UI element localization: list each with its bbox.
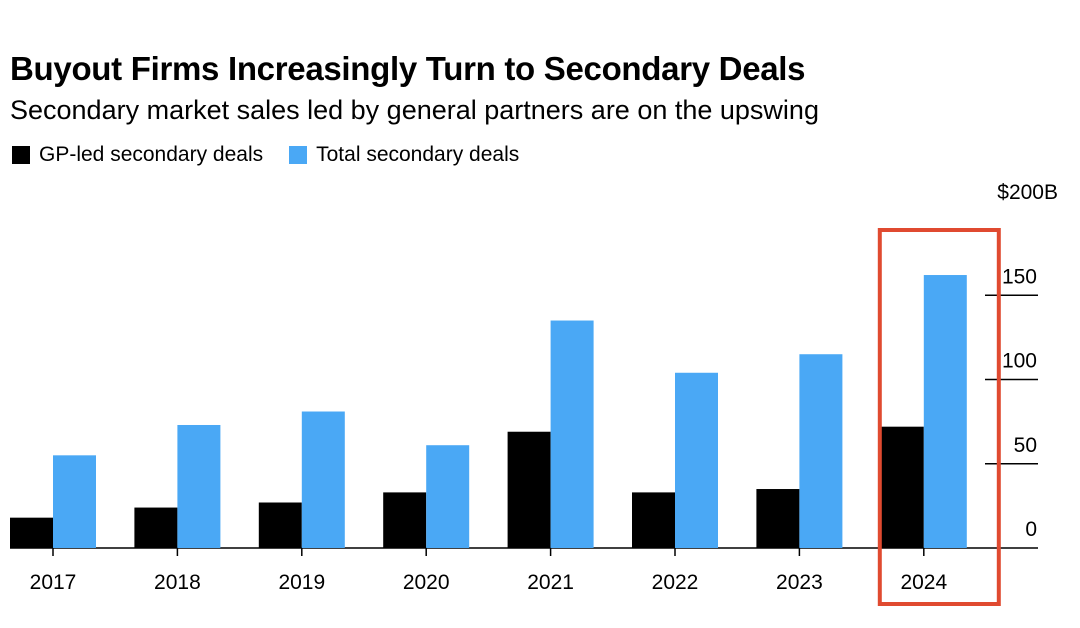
x-tick-label-2022: 2022 (652, 571, 699, 594)
bar-total-2021 (550, 320, 594, 548)
x-tick-label-2019: 2019 (278, 571, 325, 594)
x-tick-label-2021: 2021 (527, 571, 574, 594)
y-tick-label-50: 50 (1014, 434, 1037, 457)
bar-gp-led-2024 (880, 426, 924, 548)
bar-gp-led-2017 (10, 517, 53, 548)
bar-total-2020 (426, 445, 470, 548)
x-tick-label-2017: 2017 (30, 571, 77, 594)
bar-total-2019 (301, 411, 345, 548)
bar-gp-led-2022 (632, 492, 675, 548)
x-tick-label-2018: 2018 (154, 571, 201, 594)
highlight-box-2024 (877, 228, 1001, 606)
y-tick-label-150: 150 (1002, 265, 1037, 288)
bar-gp-led-2020 (383, 492, 427, 548)
legend: GP-led secondary deals Total secondary d… (12, 143, 545, 167)
x-tick-label-2024: 2024 (900, 571, 947, 594)
legend-swatch-gp-led (12, 146, 30, 164)
chart-subtitle: Secondary market sales led by general pa… (10, 95, 819, 125)
legend-swatch-total (289, 146, 308, 164)
bar-total-2017 (53, 455, 96, 548)
legend-label-total: Total secondary deals (316, 143, 520, 166)
bar-gp-led-2019 (258, 502, 302, 548)
bar-gp-led-2021 (507, 431, 551, 548)
chart-title: Buyout Firms Increasingly Turn to Second… (10, 50, 806, 87)
bar-total-2022 (675, 372, 718, 548)
y-tick-label-0: 0 (1025, 518, 1037, 541)
bar-gp-led-2023 (756, 489, 800, 548)
x-tick-label-2020: 2020 (403, 571, 450, 594)
x-tick-label-2023: 2023 (776, 571, 823, 594)
bar-gp-led-2018 (134, 507, 178, 548)
y-tick-label-100: 100 (1002, 350, 1037, 373)
legend-item-gp-led: GP-led secondary deals (12, 143, 263, 167)
y-tick-label-200: $200B (997, 181, 1058, 204)
bar-total-2024 (923, 275, 967, 548)
bar-total-2018 (177, 424, 221, 548)
legend-item-total: Total secondary deals (289, 143, 519, 167)
bar-total-2023 (799, 354, 843, 548)
legend-label-gp-led: GP-led secondary deals (39, 143, 264, 166)
